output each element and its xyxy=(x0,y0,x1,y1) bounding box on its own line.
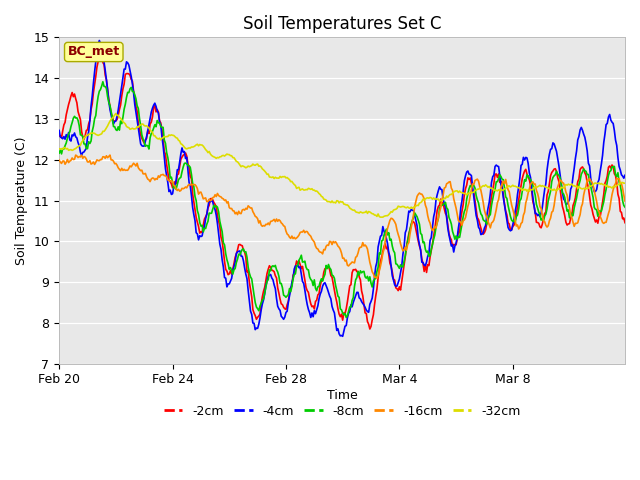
Title: Soil Temperatures Set C: Soil Temperatures Set C xyxy=(243,15,442,33)
Text: BC_met: BC_met xyxy=(68,46,120,59)
Y-axis label: Soil Temperature (C): Soil Temperature (C) xyxy=(15,136,28,265)
Legend: -2cm, -4cm, -8cm, -16cm, -32cm: -2cm, -4cm, -8cm, -16cm, -32cm xyxy=(159,400,525,423)
X-axis label: Time: Time xyxy=(326,389,358,402)
